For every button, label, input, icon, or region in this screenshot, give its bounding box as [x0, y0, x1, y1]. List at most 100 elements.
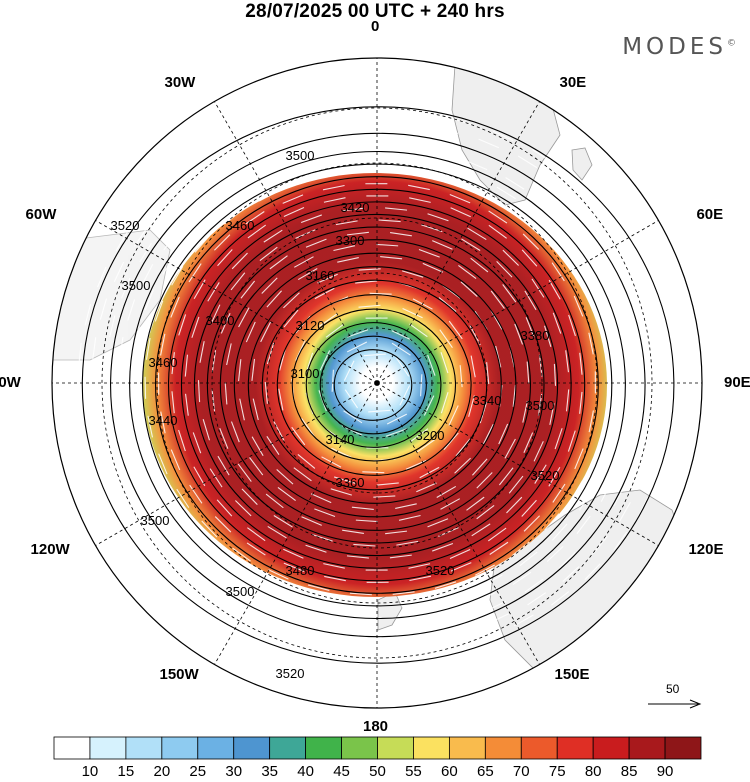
- wind-vector: [418, 249, 440, 258]
- wind-vector: [617, 340, 622, 363]
- wind-vector: [355, 280, 378, 284]
- wind-vector: [600, 481, 612, 502]
- wind-vector: [562, 235, 577, 254]
- wind-vector: [275, 625, 297, 634]
- wind-vector: [631, 448, 640, 470]
- wind-vector: [293, 256, 314, 268]
- wind-vector: [234, 500, 252, 517]
- wind-vector: [245, 321, 256, 343]
- wind-vector: [90, 461, 99, 483]
- contour-label: 3200: [416, 428, 445, 443]
- wind-vector: [297, 268, 318, 281]
- wind-vector: [391, 342, 411, 356]
- wind-vector: [618, 445, 627, 467]
- colorbar-tick-label: 30: [225, 763, 243, 780]
- wind-vector: [401, 627, 424, 632]
- wind-vector: [194, 235, 210, 253]
- wind-vector: [245, 211, 265, 225]
- wind-vector: [506, 496, 523, 514]
- wind-vector: [297, 177, 320, 185]
- colorbar-swatch: [628, 736, 666, 760]
- contour-label: 3520: [111, 218, 140, 233]
- wind-vector: [115, 231, 128, 252]
- wind-vector: [524, 578, 544, 593]
- longitude-label: 0: [371, 18, 380, 35]
- wind-vector: [376, 243, 399, 247]
- wind-vector: [344, 653, 367, 657]
- meridian-line: [95, 382, 378, 546]
- wind-vector: [672, 341, 676, 364]
- wind-vector: [269, 255, 288, 270]
- wind-vector: [434, 581, 457, 589]
- meridian-line: [95, 220, 378, 384]
- colorbar-tick-label: 60: [441, 763, 458, 780]
- wind-vector: [132, 403, 137, 426]
- wind-vector: [552, 312, 562, 334]
- parallel-circle: [266, 272, 488, 494]
- wind-vector: [118, 492, 130, 513]
- wind-vector: [546, 545, 564, 562]
- wind-vector: [343, 410, 363, 424]
- wind-vector: [512, 384, 516, 407]
- contour-label: 3400: [206, 313, 235, 328]
- wind-vector: [277, 486, 296, 501]
- meridian-line: [376, 382, 540, 665]
- height-contour: [319, 335, 427, 435]
- wind-vector: [619, 501, 631, 522]
- colorbar-tick-label: 65: [476, 763, 494, 780]
- wind-vector: [470, 355, 476, 378]
- contour-label: 3160: [306, 268, 335, 283]
- wind-vector: [358, 605, 381, 608]
- wind-vector: [587, 267, 599, 288]
- wind-vector: [259, 163, 280, 174]
- wind-vector: [522, 400, 528, 423]
- wind-vector: [427, 354, 436, 376]
- wind-vector: [319, 350, 331, 371]
- wind-vector: [610, 255, 623, 276]
- wind-vector: [662, 302, 670, 325]
- wind-vector: [486, 600, 507, 612]
- wind-vector: [193, 185, 212, 200]
- wind-vector: [246, 542, 266, 556]
- wind-vector: [492, 130, 514, 142]
- height-contour: [305, 322, 442, 448]
- colorbar-swatch: [305, 736, 342, 760]
- wind-vector: [106, 498, 118, 519]
- wind-vector: [104, 354, 108, 377]
- wind-vector: [534, 464, 547, 484]
- height-contour: [233, 252, 517, 518]
- wind-vector: [488, 210, 508, 224]
- wind-vector: [266, 595, 288, 606]
- contour-label: 3500: [141, 513, 170, 528]
- wind-vector: [614, 417, 620, 440]
- wind-vector: [540, 199, 558, 215]
- wind-vector: [392, 591, 415, 595]
- colorbar-tick-label: 90: [656, 763, 674, 780]
- wind-vector: [231, 252, 248, 270]
- wind-vector: [621, 379, 623, 402]
- contour-label: 3500: [226, 584, 255, 599]
- wind-vector: [298, 151, 321, 159]
- wind-vector: [333, 476, 356, 484]
- wind-vector: [593, 535, 608, 554]
- wind-vector: [283, 548, 304, 559]
- wind-vector: [308, 137, 331, 144]
- wind-vector: [498, 423, 509, 445]
- colorbar-tick-label: 10: [81, 763, 99, 780]
- meridian-line: [214, 101, 378, 384]
- meridian-line: [376, 220, 659, 384]
- wind-vector: [496, 186, 516, 200]
- colorbar-swatch: [484, 736, 522, 760]
- wind-vector: [349, 592, 372, 596]
- wind-vector: [317, 273, 338, 284]
- wind-vector: [267, 525, 287, 539]
- wind-vector: [168, 522, 183, 540]
- wind-vector: [177, 512, 192, 531]
- wind-vector: [536, 228, 553, 246]
- wind-vector: [628, 329, 634, 352]
- wind-vector: [421, 224, 443, 233]
- map-boundary: [51, 57, 703, 709]
- wind-vector: [238, 566, 258, 580]
- parallel-circle: [321, 327, 433, 439]
- colorbar-swatch: [448, 736, 486, 760]
